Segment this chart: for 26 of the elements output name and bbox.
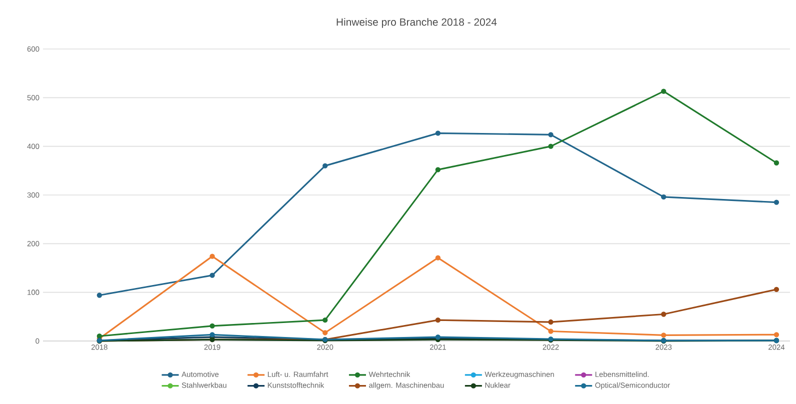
point: [96, 292, 102, 298]
point: [210, 254, 215, 259]
point: [548, 144, 554, 149]
point: [435, 167, 441, 172]
point: [322, 317, 328, 323]
point: [548, 319, 554, 325]
point: [774, 332, 780, 338]
point: [322, 330, 328, 336]
point: [322, 163, 328, 168]
point: [435, 317, 441, 323]
point: [774, 160, 780, 166]
point: [210, 332, 215, 338]
point: [210, 323, 215, 329]
point: [96, 334, 102, 339]
point: [548, 132, 554, 138]
point: [548, 328, 554, 334]
point: [435, 130, 441, 136]
chart-title: Hinweise pro Branche 2018 - 2024: [336, 18, 497, 28]
point: [661, 332, 666, 338]
point: [661, 88, 666, 94]
point: [774, 286, 780, 292]
point: [210, 272, 215, 278]
point: [661, 194, 666, 200]
point: [435, 255, 441, 260]
point: [774, 200, 780, 205]
point: [661, 312, 666, 317]
